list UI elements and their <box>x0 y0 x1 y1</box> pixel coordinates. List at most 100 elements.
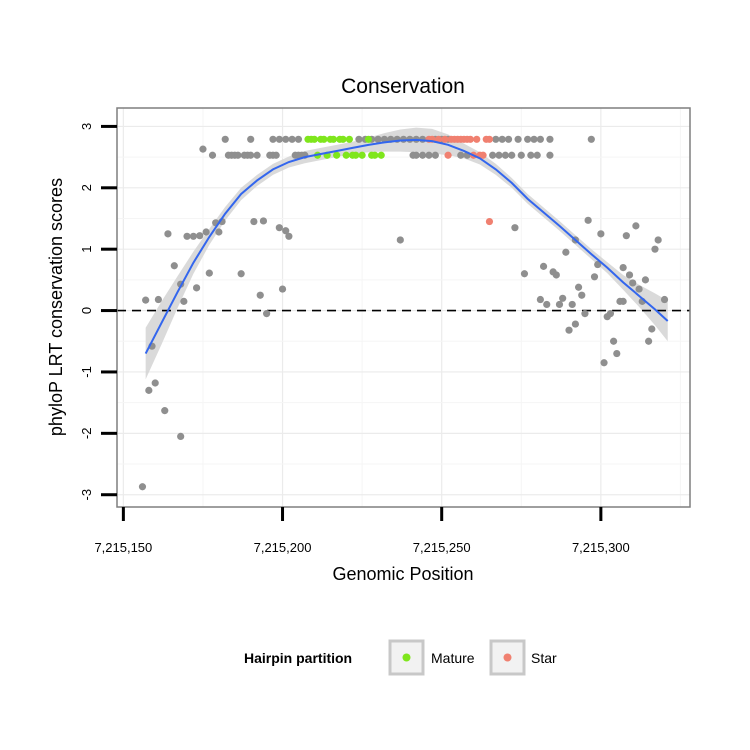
data-point-other <box>170 262 178 270</box>
data-point-other <box>622 232 630 240</box>
data-point-other <box>565 326 573 334</box>
data-point-other <box>546 135 554 143</box>
data-point-other <box>641 276 650 284</box>
data-point-other <box>495 151 503 159</box>
data-point-other <box>648 325 656 333</box>
data-point-mature <box>339 135 347 143</box>
data-point-other <box>177 432 185 441</box>
data-point-other <box>275 135 283 143</box>
data-point-mature <box>364 135 373 143</box>
data-point-other <box>263 310 271 318</box>
data-point-other <box>654 236 662 244</box>
data-point-other <box>247 135 255 143</box>
data-point-other <box>504 135 513 143</box>
data-point-other <box>619 264 627 272</box>
data-point-other <box>606 310 615 318</box>
data-point-other <box>536 295 544 304</box>
data-point-star <box>479 151 487 159</box>
data-point-other <box>581 310 589 318</box>
data-point-other <box>199 145 207 153</box>
data-point-other <box>645 337 653 345</box>
data-point-other <box>374 135 382 143</box>
legend-item-star: Star <box>489 639 557 676</box>
data-point-other <box>498 135 506 143</box>
data-point-mature <box>377 151 385 159</box>
data-point-mature <box>352 151 360 159</box>
data-point-other <box>590 273 599 281</box>
data-point-other <box>539 262 548 270</box>
data-point-other <box>533 151 541 159</box>
data-point-other <box>651 245 659 253</box>
data-point-other <box>501 151 509 159</box>
data-point-other <box>562 248 570 256</box>
data-point-other <box>399 135 408 143</box>
y-tick-label: -2 <box>79 428 94 440</box>
data-point-star <box>485 217 494 226</box>
x-tick-label: 7,215,150 <box>94 540 152 555</box>
data-point-other <box>272 151 280 159</box>
data-point-star <box>434 135 443 143</box>
data-point-other <box>660 295 669 304</box>
data-point-other <box>208 151 217 159</box>
legend-label-star: Star <box>531 650 557 666</box>
data-point-other <box>594 260 602 269</box>
y-axis-title: phyloP LRT conservation scores <box>46 178 66 436</box>
data-point-other <box>396 236 404 244</box>
y-tick-label: -1 <box>79 366 94 378</box>
data-point-other <box>253 151 261 159</box>
plot-border <box>116 107 691 508</box>
data-point-mature <box>320 135 328 143</box>
legend-item-mature: Mature <box>388 639 475 676</box>
data-point-other <box>527 151 535 159</box>
x-tick-label: 7,215,200 <box>254 540 312 555</box>
data-point-other <box>632 222 640 230</box>
data-point-other <box>269 135 277 143</box>
data-point-other <box>380 135 388 143</box>
data-point-other <box>524 135 532 143</box>
data-point-other <box>597 230 605 238</box>
data-point-other <box>511 224 519 232</box>
data-point-other <box>574 283 583 291</box>
data-point-other <box>578 291 586 299</box>
y-axis: -3 -2 -1 0 1 2 3 <box>79 123 117 501</box>
data-point-other <box>355 135 363 143</box>
loess-smooth-line <box>144 138 669 354</box>
x-tick-label: 7,215,250 <box>413 540 471 555</box>
data-point-mature <box>342 151 350 159</box>
data-point-other <box>587 135 595 143</box>
legend: Hairpin partition Mature Star <box>244 639 557 676</box>
data-point-other <box>571 320 580 328</box>
y-tick-label: -3 <box>79 489 94 501</box>
data-point-other <box>514 135 522 143</box>
data-point-other <box>202 228 210 236</box>
legend-label-mature: Mature <box>431 650 475 666</box>
data-point-other <box>275 224 283 232</box>
data-point-other <box>294 135 303 143</box>
data-point-other <box>555 300 564 309</box>
data-point-other <box>278 285 287 293</box>
plot-background <box>117 108 690 507</box>
data-point-other <box>234 151 242 159</box>
data-point-other <box>142 296 150 304</box>
data-point-mature <box>358 151 366 159</box>
y-tick-label: 0 <box>79 307 94 314</box>
data-point-other <box>492 135 500 143</box>
data-point-other <box>256 291 264 299</box>
data-point-other <box>431 151 439 159</box>
data-point-mature <box>345 135 353 143</box>
data-point-other <box>205 269 213 277</box>
data-point-other <box>215 228 223 236</box>
data-point-other <box>151 379 159 387</box>
data-point-other <box>164 230 172 238</box>
data-point-other <box>610 337 618 345</box>
x-axis: 7,215,150 7,215,200 7,215,250 7,215,300 <box>94 507 630 555</box>
data-point-other <box>180 297 188 305</box>
data-point-other <box>282 227 290 235</box>
y-tick-label: 2 <box>79 184 94 191</box>
y-tick-label: 1 <box>79 246 94 253</box>
data-point-other <box>259 217 268 225</box>
data-point-other <box>619 297 627 305</box>
data-point-other <box>282 135 290 143</box>
data-point-other <box>489 151 497 159</box>
